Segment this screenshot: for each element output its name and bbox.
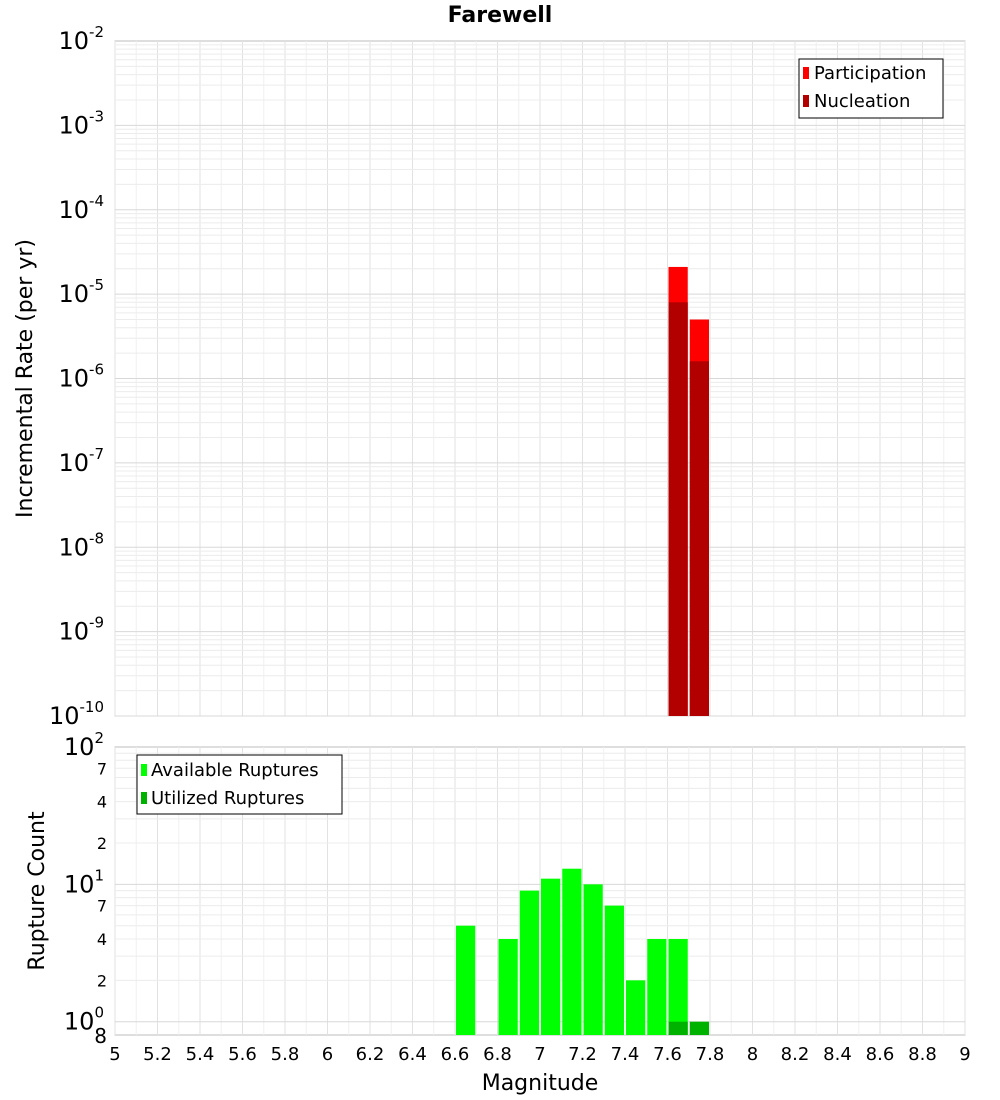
x-tick-label: 7.2 — [568, 1044, 597, 1065]
rate-legend-swatch — [803, 67, 809, 79]
rupture-legend-swatch — [141, 792, 147, 804]
rupture-y-tick-label: 101 — [64, 866, 104, 898]
rate-panel: 10-2 10-3 10-4 10-5 10-6 10-7 10-8 10-9 10-10 In… — [13, 23, 966, 730]
rupture-bar-available-ruptures — [541, 878, 561, 1035]
rupture-y-minor-tick-label: 2 — [97, 834, 107, 853]
rate-legend-box — [798, 58, 944, 119]
rupture-bar-available-ruptures — [604, 905, 624, 1035]
x-tick-label: 5 — [109, 1044, 120, 1065]
rate-bars — [668, 266, 709, 716]
x-tick-label: 5.8 — [271, 1044, 300, 1065]
rupture-bar-available-ruptures — [647, 939, 667, 1035]
rupture-y-axis-label: Rupture Count — [25, 811, 50, 971]
rupture-bar-available-ruptures — [498, 939, 518, 1035]
x-tick-label: 6.4 — [398, 1044, 427, 1065]
rupture-y-minor-tick-label: 2 — [97, 971, 107, 990]
rate-legend-label: Nucleation — [814, 91, 910, 112]
rupture-bars — [456, 868, 709, 1035]
x-tick-label: 6 — [322, 1044, 333, 1065]
rupture-bar-available-ruptures — [626, 980, 646, 1035]
chart-title: Farewell — [448, 3, 553, 28]
rupture-bar-available-ruptures — [668, 939, 688, 1035]
rupture-legend-label: Available Ruptures — [151, 760, 319, 781]
magnitude-x-ticks: 5 5.2 5.4 5.6 5.8 6 6.2 6.4 6.6 6.8 7 7.2 7.4 7.6 7.8 8… — [109, 1044, 970, 1065]
rupture-bar-utilized-ruptures — [689, 1021, 709, 1035]
rate-y-tick-label: 10-3 — [58, 107, 104, 139]
rate-bar-nucleation — [689, 361, 709, 716]
rupture-y-minor-tick-label: 8 — [94, 1024, 107, 1048]
rate-bar-nucleation — [668, 302, 688, 716]
rupture-y-minor-tick-label: 4 — [97, 793, 107, 812]
rate-grid — [114, 41, 966, 717]
rupture-bar-utilized-ruptures — [668, 1021, 688, 1035]
rupture-bar-available-ruptures — [562, 868, 582, 1035]
rupture-legend: Available Ruptures Utilized Ruptures — [136, 754, 343, 815]
x-tick-label: 6.8 — [483, 1044, 512, 1065]
x-tick-label: 8.2 — [781, 1044, 810, 1065]
x-tick-label: 7.8 — [696, 1044, 725, 1065]
rate-y-tick-label: 10-5 — [58, 276, 104, 308]
rate-legend-swatch — [803, 95, 809, 107]
x-tick-label: 9 — [959, 1044, 970, 1065]
rupture-y-minor-tick-label: 7 — [97, 759, 107, 778]
x-tick-label: 8 — [747, 1044, 758, 1065]
x-tick-label: 5.2 — [143, 1044, 172, 1065]
rupture-y-tick-label: 100 — [64, 1004, 104, 1036]
rate-y-tick-label: 10-10 — [49, 698, 104, 730]
x-tick-label: 6.6 — [441, 1044, 470, 1065]
x-tick-label: 7 — [534, 1044, 545, 1065]
rupture-legend-label: Utilized Ruptures — [151, 788, 304, 809]
rupture-y-tick-label: 102 — [64, 729, 104, 761]
x-tick-label: 8.4 — [823, 1044, 852, 1065]
x-tick-label: 5.4 — [186, 1044, 215, 1065]
rate-y-axis-label: Incremental Rate (per yr) — [13, 239, 38, 518]
x-tick-label: 8.8 — [908, 1044, 937, 1065]
rate-y-tick-label: 10-9 — [58, 614, 104, 646]
rupture-legend-swatch — [141, 764, 147, 776]
x-tick-label: 5.6 — [228, 1044, 257, 1065]
x-tick-label: 6.2 — [356, 1044, 385, 1065]
rate-y-tick-label: 10-7 — [58, 445, 104, 477]
rupture-bar-available-ruptures — [519, 890, 539, 1035]
rupture-y-ticks: 102 101 100 7 4 2 7 4 2 8 — [64, 729, 107, 1048]
rate-y-tick-label: 10-2 — [58, 23, 104, 55]
x-tick-label: 8.6 — [866, 1044, 895, 1065]
x-axis-label: Magnitude — [482, 1071, 599, 1096]
rupture-y-minor-tick-label: 4 — [97, 930, 107, 949]
rate-y-tick-label: 10-6 — [58, 361, 104, 393]
rate-legend-label: Participation — [814, 63, 926, 84]
rupture-count-panel: 102 101 100 7 4 2 7 4 2 8 5 5.2 5.4 5.6 5.8 6 6.2 6.4 6.6… — [25, 729, 971, 1096]
rate-y-ticks: 10-2 10-3 10-4 10-5 10-6 10-7 10-8 10-9 10-10 — [49, 23, 104, 730]
x-tick-label: 7.6 — [653, 1044, 682, 1065]
rupture-y-minor-tick-label: 7 — [97, 897, 107, 916]
rupture-bar-available-ruptures — [583, 884, 603, 1035]
rupture-legend-box — [136, 754, 343, 815]
rate-y-tick-label: 10-8 — [58, 529, 104, 561]
rupture-bar-available-ruptures — [456, 925, 476, 1035]
rate-y-tick-label: 10-4 — [58, 192, 104, 224]
x-tick-label: 7.4 — [611, 1044, 640, 1065]
rate-legend: Participation Nucleation — [798, 58, 944, 119]
